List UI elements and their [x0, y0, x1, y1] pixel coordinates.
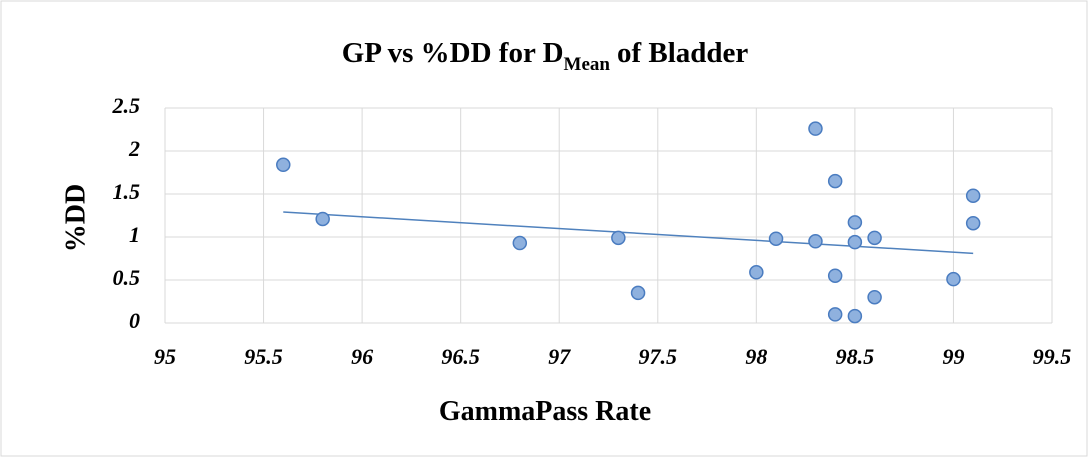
title-text: GP vs %DD for D	[342, 37, 564, 69]
data-point	[965, 188, 981, 203]
y-tick-label: 2.5	[112, 93, 141, 118]
y-tick-label: 1.5	[113, 179, 141, 204]
data-point	[867, 289, 882, 305]
x-tick-label: 98	[745, 344, 767, 369]
x-tick-label: 95.5	[244, 344, 283, 369]
data-point	[768, 231, 784, 246]
x-tick-label: 95	[154, 344, 176, 369]
data-point	[946, 271, 961, 287]
data-point	[749, 265, 764, 280]
x-tick-label: 98.5	[836, 344, 875, 369]
chart-title: GP vs %DD for DMean of Bladder	[342, 37, 749, 75]
data-point	[847, 308, 863, 324]
data-point	[808, 234, 823, 249]
data-point	[315, 211, 330, 227]
data-point	[847, 234, 863, 250]
x-tick-label: 97	[548, 344, 571, 369]
x-tick-label: 99	[942, 344, 964, 369]
data-point	[867, 230, 882, 246]
y-axis-label: %DD	[60, 184, 91, 252]
data-point	[808, 121, 823, 136]
title-subscript: Mean	[564, 54, 611, 75]
y-tick-label: 0	[129, 308, 140, 333]
x-tick-label: 99.5	[1033, 344, 1072, 369]
y-tick-label: 2	[128, 136, 140, 161]
x-tick-label: 96	[351, 344, 373, 369]
x-tick-label: 96.5	[441, 344, 480, 369]
y-tick-label: 0.5	[113, 265, 141, 290]
x-tick-label: 97.5	[639, 344, 678, 369]
data-point	[512, 235, 528, 251]
data-point	[630, 285, 646, 301]
data-point	[827, 173, 843, 189]
data-point	[611, 230, 626, 246]
title-text: of Bladder	[617, 37, 748, 69]
data-point	[847, 215, 863, 230]
y-tick-label: 1	[129, 222, 140, 247]
data-point	[965, 215, 981, 231]
data-point	[827, 268, 843, 283]
x-axis-label: GammaPass Rate	[439, 396, 651, 427]
data-point	[276, 157, 291, 173]
data-point	[827, 307, 843, 322]
